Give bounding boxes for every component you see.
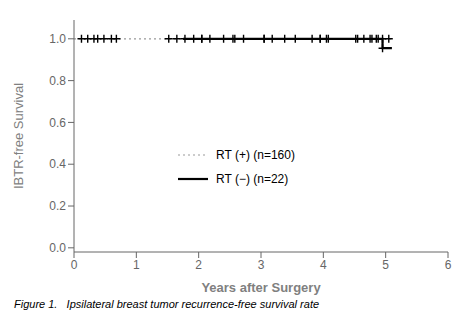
html-text:RT (+) (n=160): RT (+) (n=160) (216, 148, 295, 162)
svg-text:3: 3 (258, 258, 265, 272)
svg-text:0.4: 0.4 (49, 157, 66, 171)
html-text:RT (−) (n=22): RT (−) (n=22) (216, 172, 289, 186)
svg-text:0.8: 0.8 (49, 74, 66, 88)
svg-text:0.2: 0.2 (49, 199, 66, 213)
svg-text:Years after Surgery: Years after Surgery (201, 280, 321, 295)
svg-text:0.0: 0.0 (49, 241, 66, 255)
svg-text:0.6: 0.6 (49, 116, 66, 130)
svg-text:2: 2 (195, 258, 202, 272)
svg-text:4: 4 (320, 258, 327, 272)
svg-text:0: 0 (71, 258, 78, 272)
svg-text:IBTR-free Survival: IBTR-free Survival (11, 83, 26, 189)
html-text:Figure 1. Ipsilateral breast t: Figure 1. Ipsilateral breast tumor recur… (14, 298, 320, 310)
svg-text:1.0: 1.0 (49, 32, 66, 46)
svg-text:5: 5 (382, 258, 389, 272)
svg-text:1: 1 (133, 258, 140, 272)
svg-text:6: 6 (445, 258, 452, 272)
